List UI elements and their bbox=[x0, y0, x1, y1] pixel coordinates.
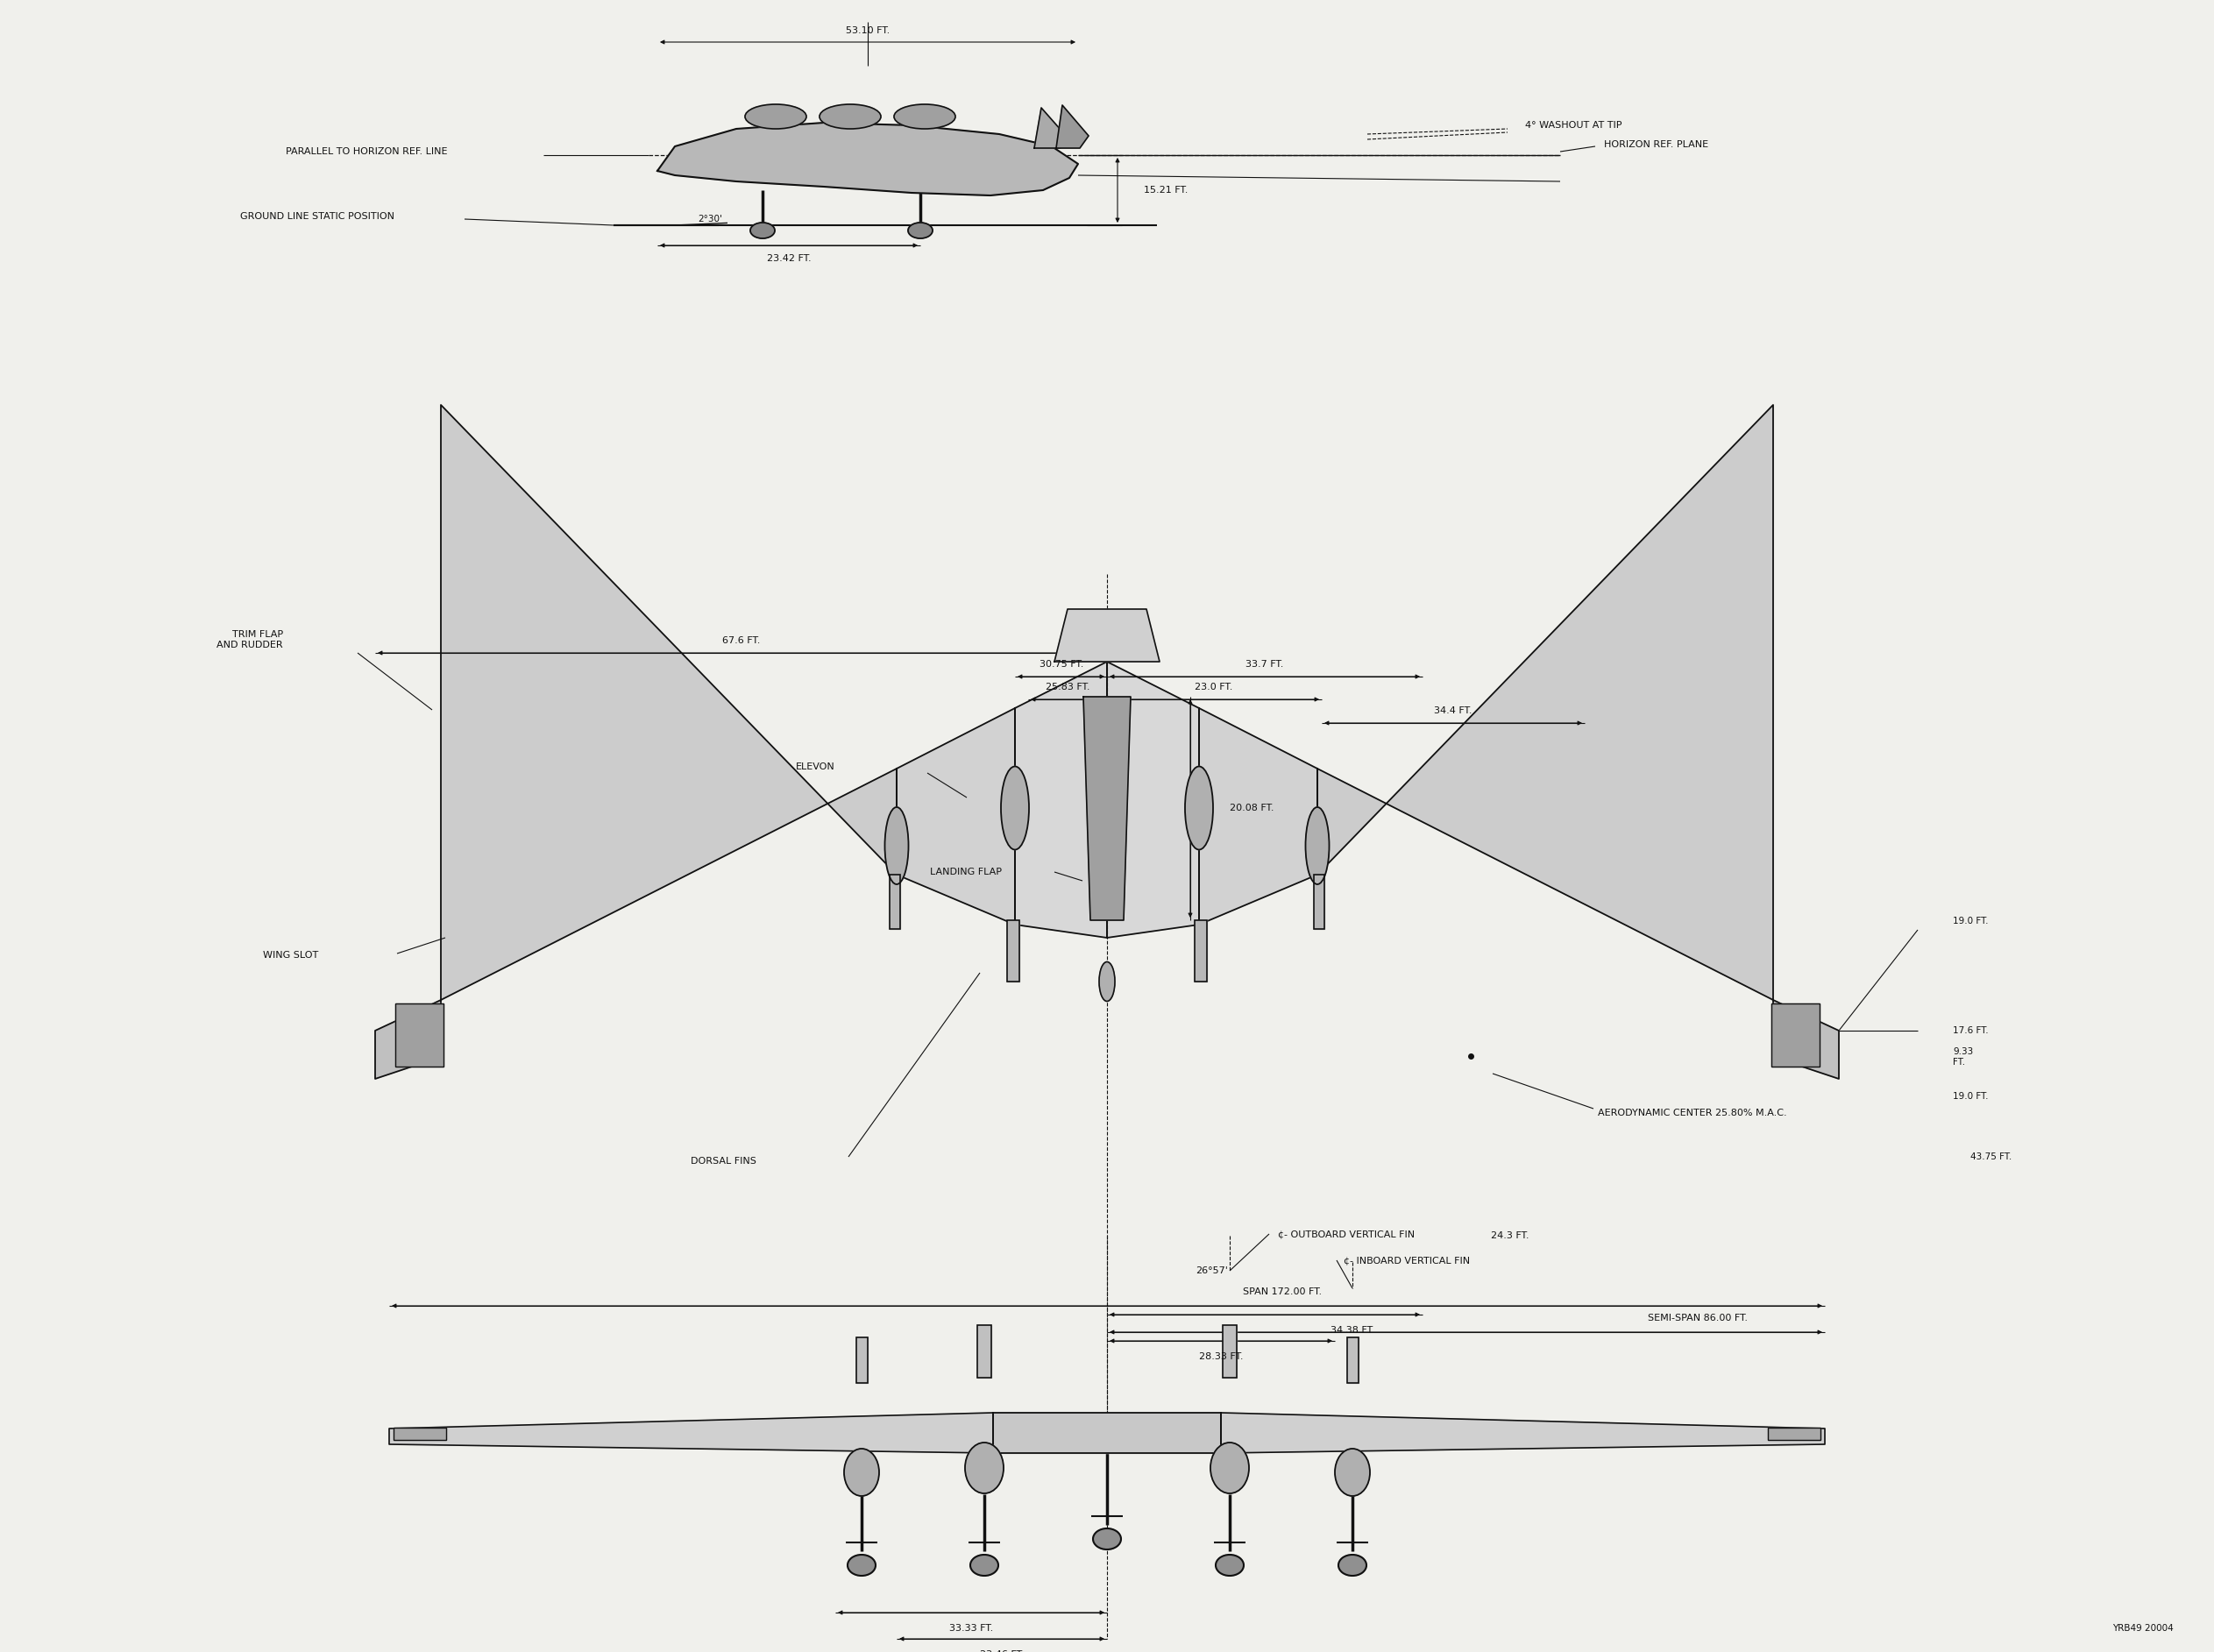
Ellipse shape bbox=[1339, 1555, 1366, 1576]
Text: 24.3 FT.: 24.3 FT. bbox=[1490, 1231, 1530, 1241]
Text: SPAN 172.00 FT.: SPAN 172.00 FT. bbox=[1242, 1287, 1322, 1297]
Bar bbox=[1313, 874, 1324, 928]
Ellipse shape bbox=[844, 1449, 879, 1497]
Polygon shape bbox=[441, 405, 897, 999]
Bar bbox=[1313, 874, 1324, 928]
Bar bbox=[396, 1003, 443, 1067]
Text: ¢- INBOARD VERTICAL FIN: ¢- INBOARD VERTICAL FIN bbox=[1344, 1256, 1470, 1265]
Ellipse shape bbox=[970, 1555, 999, 1576]
Text: 17.6 FT.: 17.6 FT. bbox=[1953, 1026, 1988, 1036]
Ellipse shape bbox=[965, 1442, 1003, 1493]
Polygon shape bbox=[658, 122, 1078, 195]
Polygon shape bbox=[1773, 999, 1840, 1079]
Text: ELEVON: ELEVON bbox=[797, 763, 835, 771]
Text: 19.0 FT.: 19.0 FT. bbox=[1953, 1092, 1988, 1100]
Ellipse shape bbox=[1098, 961, 1116, 1001]
Ellipse shape bbox=[819, 104, 881, 129]
Text: 33.7 FT.: 33.7 FT. bbox=[1246, 659, 1284, 669]
Text: 15.21 FT.: 15.21 FT. bbox=[1145, 185, 1187, 195]
Ellipse shape bbox=[1001, 767, 1030, 849]
Text: PARALLEL TO HORIZON REF. LINE: PARALLEL TO HORIZON REF. LINE bbox=[286, 147, 447, 155]
Text: 34.4 FT.: 34.4 FT. bbox=[1435, 707, 1472, 715]
Ellipse shape bbox=[1184, 767, 1213, 849]
Bar bbox=[396, 1003, 443, 1067]
Bar bbox=[1346, 1338, 1359, 1383]
Bar bbox=[1196, 920, 1207, 981]
Polygon shape bbox=[390, 1412, 994, 1454]
Text: 4° WASHOUT AT TIP: 4° WASHOUT AT TIP bbox=[1525, 121, 1623, 131]
Text: YRB49 20004: YRB49 20004 bbox=[2112, 1624, 2174, 1632]
Polygon shape bbox=[897, 709, 1014, 925]
Bar bbox=[976, 1325, 992, 1378]
Text: 20.08 FT.: 20.08 FT. bbox=[1229, 803, 1273, 813]
Bar bbox=[394, 1427, 447, 1441]
Ellipse shape bbox=[1094, 1528, 1120, 1550]
Ellipse shape bbox=[751, 223, 775, 238]
Bar bbox=[1767, 1427, 1820, 1441]
Bar bbox=[890, 874, 901, 928]
Text: 26°57': 26°57' bbox=[1196, 1267, 1229, 1275]
Polygon shape bbox=[1220, 1412, 1824, 1454]
Polygon shape bbox=[1034, 107, 1067, 149]
Text: WING SLOT: WING SLOT bbox=[263, 952, 319, 960]
Text: GROUND LINE STATIC POSITION: GROUND LINE STATIC POSITION bbox=[239, 211, 394, 221]
Polygon shape bbox=[374, 999, 441, 1079]
Bar bbox=[1007, 920, 1018, 981]
Text: 33.33 FT.: 33.33 FT. bbox=[950, 1624, 994, 1632]
Ellipse shape bbox=[1306, 808, 1328, 884]
Ellipse shape bbox=[908, 223, 932, 238]
Text: 28.33 FT.: 28.33 FT. bbox=[1198, 1353, 1242, 1361]
Text: 2°30': 2°30' bbox=[697, 215, 722, 223]
Bar bbox=[1771, 1003, 1820, 1067]
Polygon shape bbox=[1200, 709, 1317, 925]
Bar bbox=[857, 1338, 868, 1383]
Text: 23.42 FT.: 23.42 FT. bbox=[766, 254, 810, 263]
Bar bbox=[1196, 920, 1207, 981]
Polygon shape bbox=[1056, 106, 1089, 149]
Bar bbox=[1767, 1427, 1820, 1441]
Text: 23.0 FT.: 23.0 FT. bbox=[1196, 682, 1233, 692]
Polygon shape bbox=[1107, 662, 1200, 938]
Ellipse shape bbox=[1211, 1442, 1249, 1493]
Text: LANDING FLAP: LANDING FLAP bbox=[930, 867, 1001, 877]
Text: SEMI-SPAN 86.00 FT.: SEMI-SPAN 86.00 FT. bbox=[1647, 1313, 1747, 1323]
Bar bbox=[1346, 1338, 1359, 1383]
Bar bbox=[1222, 1325, 1238, 1378]
Text: 23.46 FT.: 23.46 FT. bbox=[979, 1650, 1023, 1652]
Text: 9.33
FT.: 9.33 FT. bbox=[1953, 1047, 1973, 1067]
Text: 53.10 FT.: 53.10 FT. bbox=[846, 26, 890, 35]
Bar bbox=[1771, 1003, 1820, 1067]
Text: 43.75 FT.: 43.75 FT. bbox=[1970, 1153, 2013, 1161]
Polygon shape bbox=[1054, 610, 1160, 662]
Ellipse shape bbox=[746, 104, 806, 129]
Ellipse shape bbox=[1215, 1555, 1244, 1576]
Text: HORIZON REF. PLANE: HORIZON REF. PLANE bbox=[1603, 140, 1709, 149]
Text: 67.6 FT.: 67.6 FT. bbox=[722, 636, 762, 644]
Polygon shape bbox=[1014, 662, 1107, 938]
Text: 25.83 FT.: 25.83 FT. bbox=[1045, 682, 1089, 692]
Bar bbox=[394, 1427, 447, 1441]
Text: 34.38 FT.: 34.38 FT. bbox=[1331, 1327, 1375, 1335]
Bar bbox=[857, 1338, 868, 1383]
Bar bbox=[1222, 1325, 1238, 1378]
Text: 30.75 FT.: 30.75 FT. bbox=[1038, 659, 1083, 669]
Bar bbox=[976, 1325, 992, 1378]
Text: 19.0 FT.: 19.0 FT. bbox=[1953, 917, 1988, 925]
Bar bbox=[1007, 920, 1018, 981]
Ellipse shape bbox=[894, 104, 956, 129]
Polygon shape bbox=[1317, 405, 1773, 999]
Ellipse shape bbox=[848, 1555, 875, 1576]
Ellipse shape bbox=[1335, 1449, 1370, 1497]
Polygon shape bbox=[1083, 697, 1131, 920]
Bar bbox=[890, 874, 901, 928]
Text: ¢- OUTBOARD VERTICAL FIN: ¢- OUTBOARD VERTICAL FIN bbox=[1277, 1229, 1415, 1239]
Text: DORSAL FINS: DORSAL FINS bbox=[691, 1156, 757, 1166]
Text: TRIM FLAP
AND RUDDER: TRIM FLAP AND RUDDER bbox=[217, 631, 283, 649]
Polygon shape bbox=[994, 1412, 1220, 1454]
Text: AERODYNAMIC CENTER 25.80% M.A.C.: AERODYNAMIC CENTER 25.80% M.A.C. bbox=[1599, 1108, 1787, 1117]
Ellipse shape bbox=[886, 808, 908, 884]
